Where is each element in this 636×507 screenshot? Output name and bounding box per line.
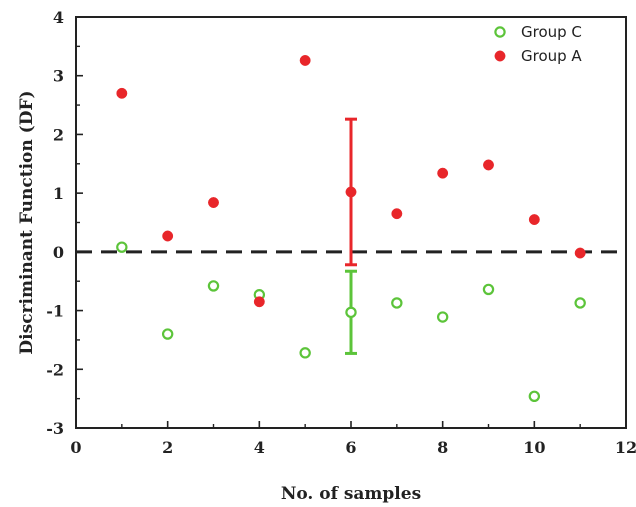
y-tick-label: -3 bbox=[46, 419, 64, 438]
group-c-point bbox=[345, 306, 357, 319]
group-a-point bbox=[437, 167, 449, 179]
group-a-point bbox=[345, 186, 357, 198]
group-a-point bbox=[253, 296, 265, 308]
group-a-point bbox=[116, 87, 128, 99]
group-a-legend-marker bbox=[494, 50, 506, 62]
x-tick-label: 8 bbox=[437, 438, 448, 457]
y-tick-label: 3 bbox=[53, 67, 64, 86]
group-a-point bbox=[574, 247, 586, 259]
group-a-point bbox=[391, 208, 403, 220]
group-a-point bbox=[162, 230, 174, 242]
group-a-point bbox=[299, 54, 311, 66]
y-tick-label: -1 bbox=[46, 302, 64, 321]
data-marks bbox=[116, 54, 586, 402]
group-c-point bbox=[482, 283, 495, 296]
x-tick-label: 0 bbox=[70, 438, 81, 457]
group-a-point bbox=[208, 197, 219, 208]
x-tick-label: 6 bbox=[345, 438, 356, 457]
group-c-legend-marker bbox=[494, 26, 506, 38]
y-axis-label: Discriminant Function (DF) bbox=[17, 90, 37, 354]
y-tick-label: 1 bbox=[53, 184, 64, 203]
group-c-point bbox=[574, 297, 586, 309]
group-a-point bbox=[528, 214, 540, 226]
x-axis-label: No. of samples bbox=[281, 484, 421, 504]
legend: Group C Group A bbox=[494, 23, 582, 65]
y-tick-label: 0 bbox=[53, 243, 64, 262]
y-tick-label: 4 bbox=[53, 8, 64, 27]
x-tick-label: 2 bbox=[162, 438, 173, 457]
y-tick-label: -2 bbox=[46, 360, 64, 379]
x-tick-label: 10 bbox=[523, 438, 545, 457]
group-a-legend-label: Group A bbox=[521, 47, 582, 65]
group-c-legend-label: Group C bbox=[521, 23, 582, 41]
group-c-point bbox=[161, 328, 174, 340]
group-c-point bbox=[299, 347, 311, 359]
x-tick-label: 4 bbox=[254, 438, 265, 457]
group-c-point bbox=[116, 241, 128, 253]
group-a-point bbox=[483, 159, 494, 171]
group-c-point bbox=[207, 280, 220, 292]
group-c-point bbox=[528, 390, 541, 402]
group-c-point bbox=[391, 297, 403, 309]
x-tick-label: 12 bbox=[615, 438, 636, 457]
group-c-point bbox=[436, 311, 449, 323]
y-tick-label: 2 bbox=[53, 125, 64, 144]
